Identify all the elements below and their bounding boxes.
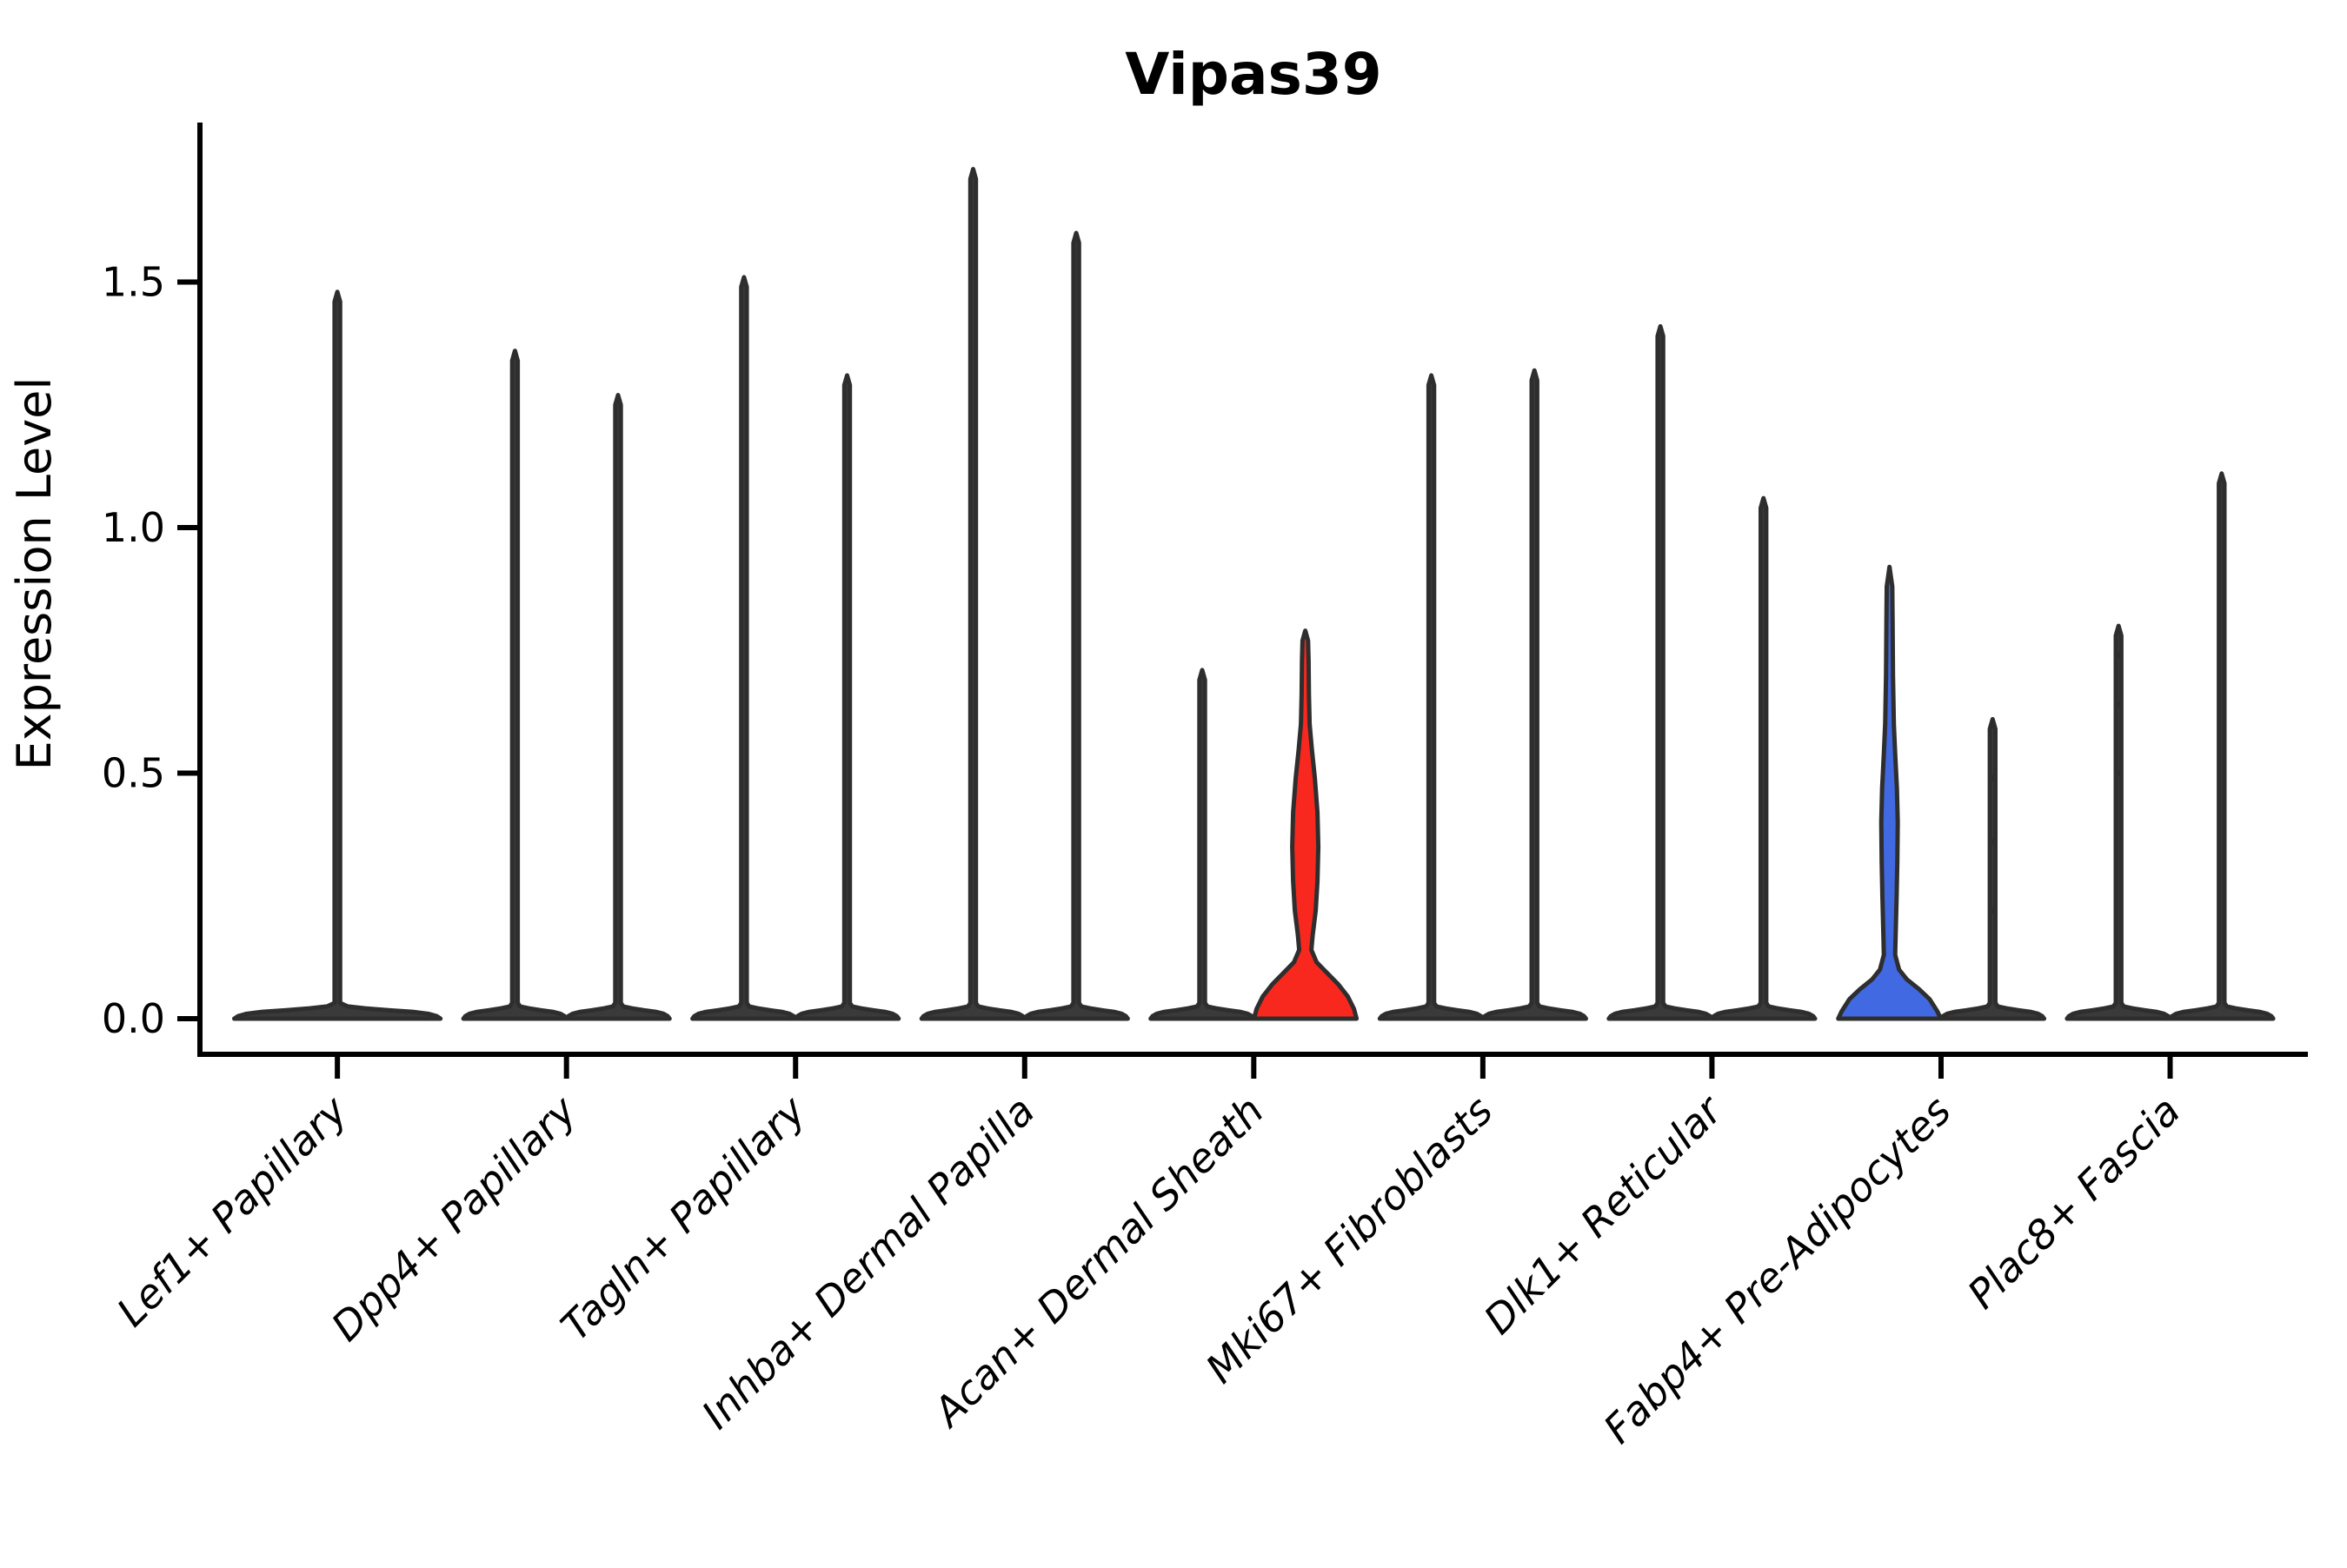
violin-acan-left — [1148, 668, 1256, 1021]
violin-mki67-right — [1480, 368, 1588, 1021]
violin-dpp4-left — [461, 349, 569, 1021]
x-tick-label: Plac8+ Fascia — [1958, 1087, 2189, 1318]
violins — [232, 167, 2276, 1021]
y-axis-label: Expression Level — [7, 377, 62, 771]
violin-dpp4-right — [564, 393, 672, 1021]
violin-plac8-right — [2168, 471, 2276, 1021]
violin-dlk1-right — [1709, 495, 1818, 1021]
chart-title: Vipas39 — [1125, 41, 1381, 108]
violin-inhba-right — [1022, 230, 1130, 1021]
violin-acan-right — [1252, 628, 1360, 1021]
x-tick-label: Lef1+ Papillary — [108, 1086, 356, 1335]
violin-tagln-left — [690, 275, 798, 1021]
x-tick-label: Dlk1+ Reticular — [1475, 1085, 1733, 1343]
expression-point — [2115, 770, 2122, 776]
y-tick-label: 0.5 — [102, 750, 165, 797]
expression-point — [2115, 652, 2122, 659]
y-tick-label: 1.0 — [102, 504, 165, 551]
y-tick-label: 1.5 — [102, 259, 165, 306]
expression-point — [2115, 701, 2122, 708]
violin-mki67-left — [1377, 373, 1486, 1021]
violin-tagln-right — [793, 373, 901, 1021]
y-tick-label: 0.0 — [102, 995, 165, 1042]
violin-plac8-left — [2064, 623, 2172, 1021]
x-tick-label: Tagln+ Papillary — [552, 1086, 815, 1350]
violin-lef1-center — [232, 289, 443, 1021]
violin-fabp4-right — [1938, 716, 2047, 1021]
x-tick-label: Dpp4+ Papillary — [322, 1086, 586, 1350]
violin-inhba-left — [919, 167, 1027, 1021]
expression-point — [1989, 839, 1996, 846]
expression-point — [1989, 774, 1996, 781]
violin-fabp4-left — [1836, 564, 1944, 1021]
violin-dlk1-left — [1606, 323, 1714, 1021]
expression-point — [1989, 907, 1996, 914]
